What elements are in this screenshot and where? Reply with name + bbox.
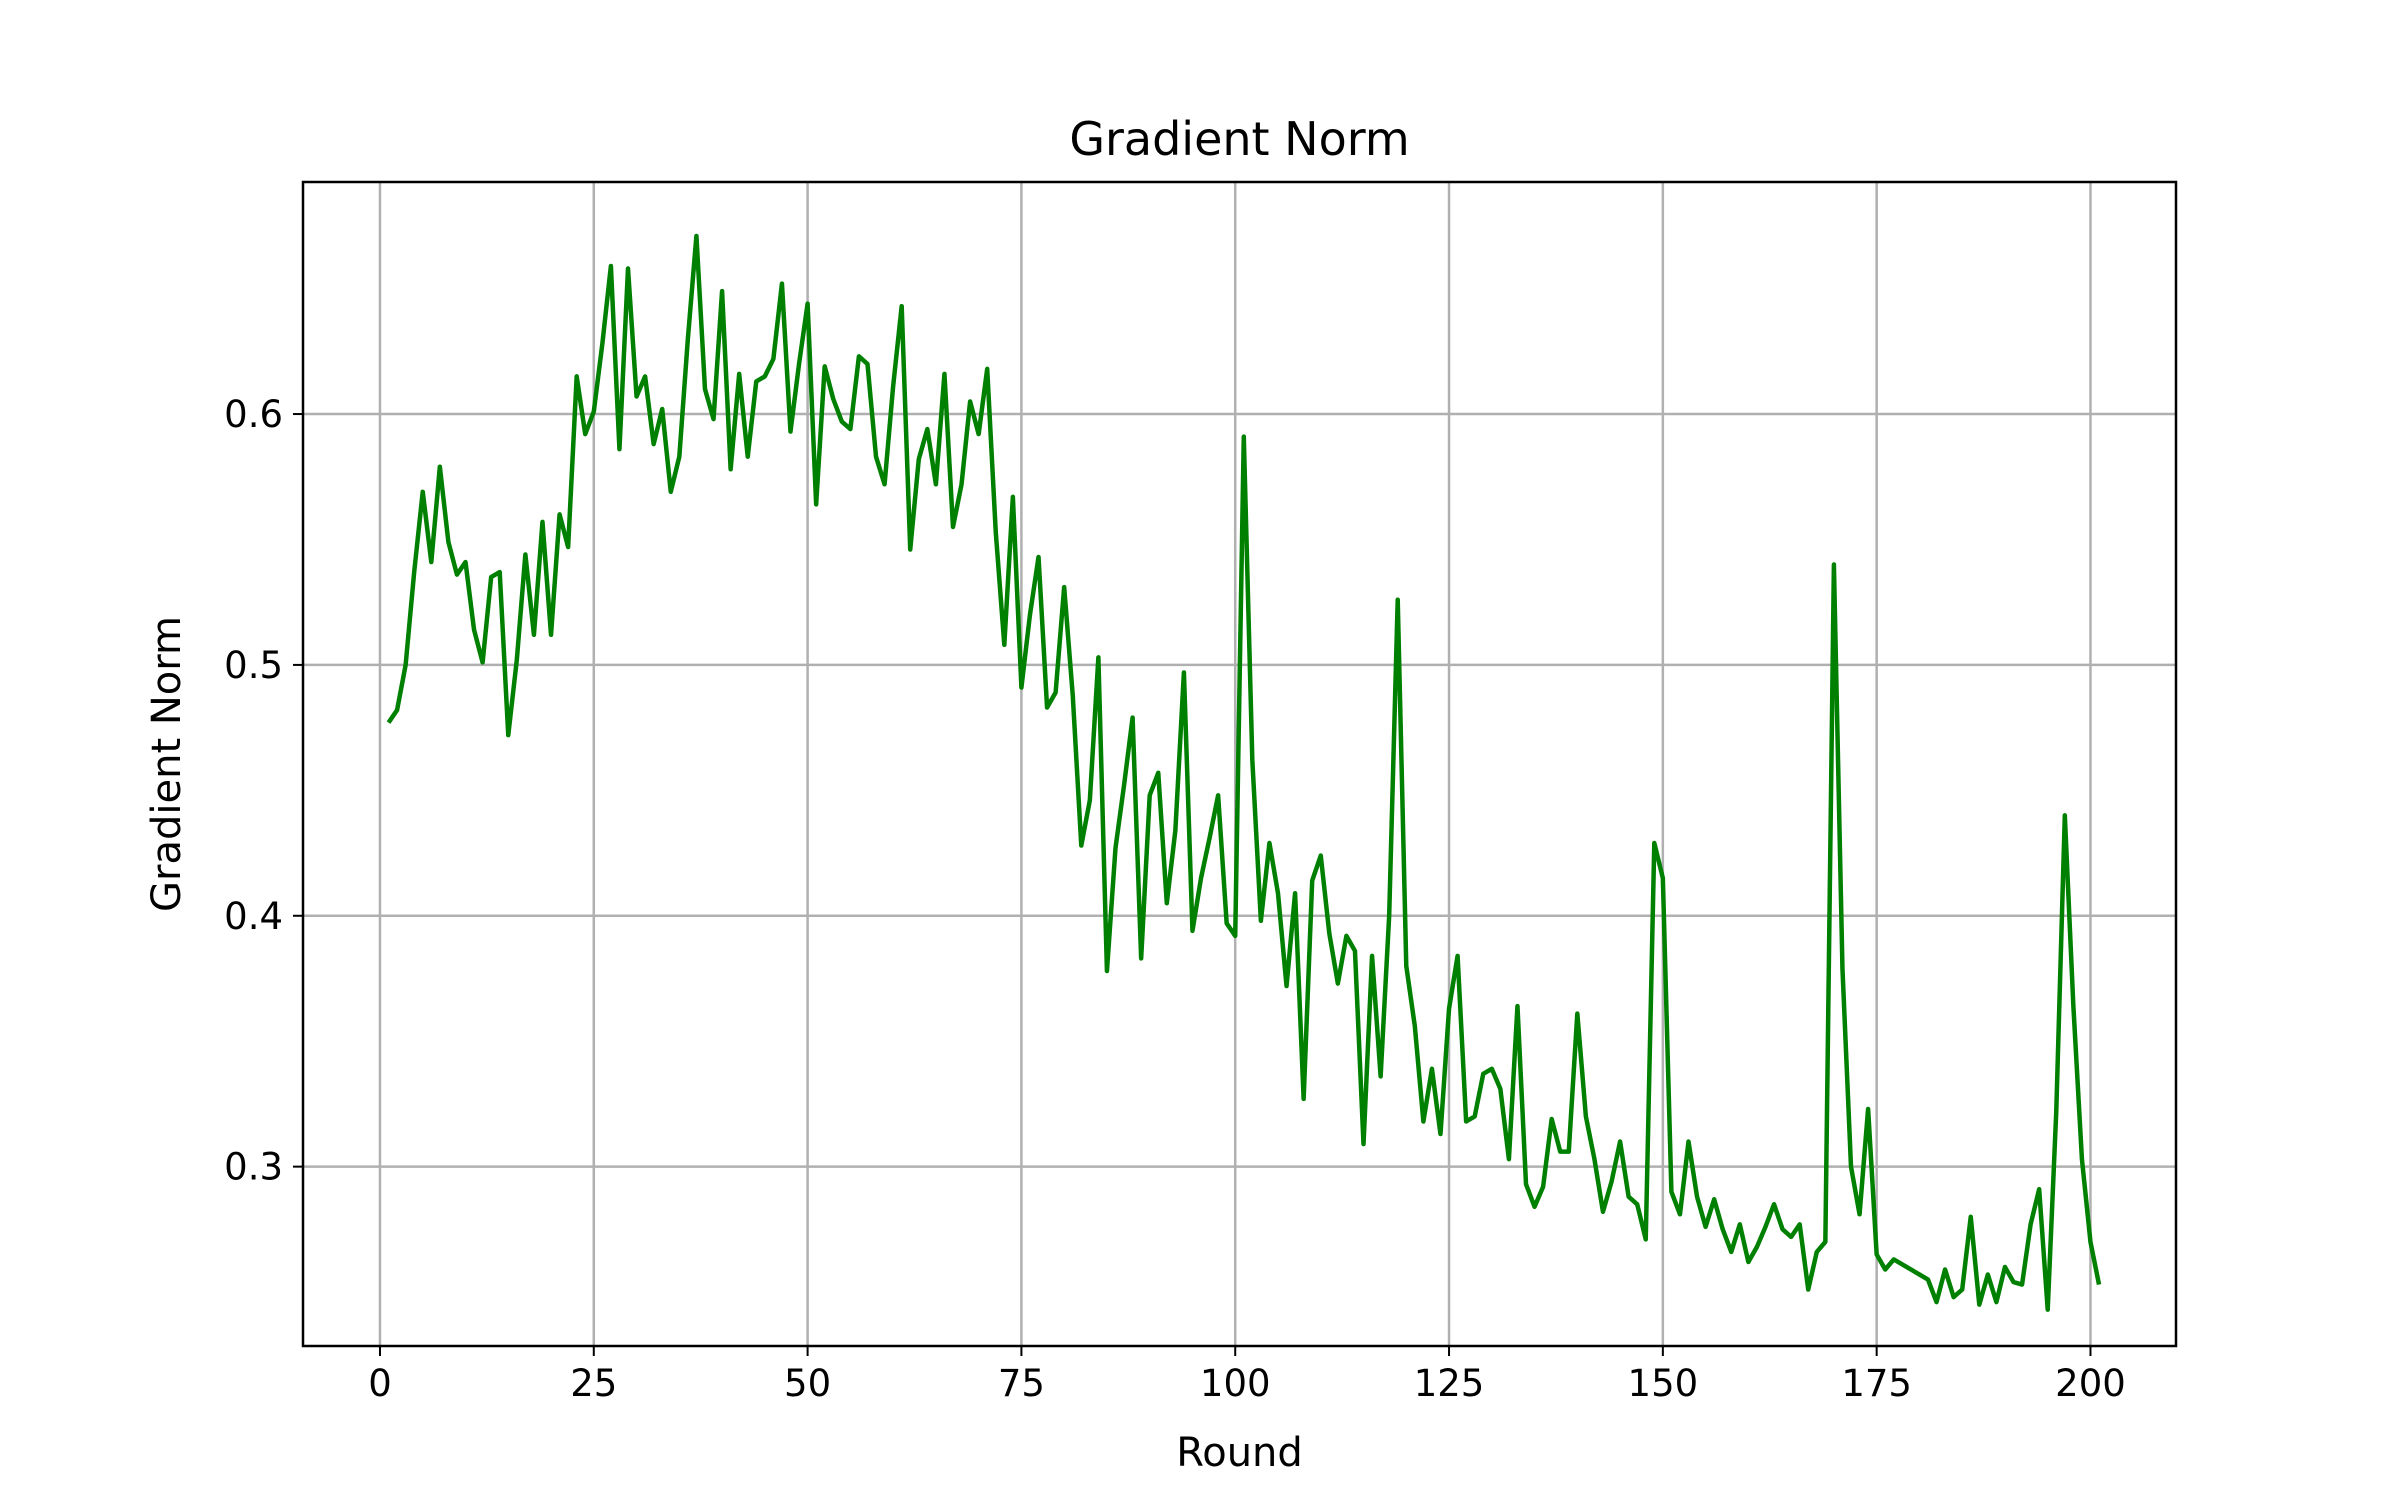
y-axis-label: Gradient Norm — [144, 616, 190, 912]
x-tick-label: 200 — [2055, 1362, 2126, 1405]
y-tick-label: 0.5 — [224, 644, 283, 687]
y-tick-label: 0.4 — [224, 895, 283, 938]
y-tick-label: 0.3 — [224, 1146, 283, 1189]
x-tick-label: 75 — [998, 1362, 1045, 1405]
plot-frame — [301, 180, 2178, 1348]
chart-title: Gradient Norm — [1069, 112, 1409, 166]
x-tick-label: 0 — [368, 1362, 392, 1405]
series-line — [386, 233, 2102, 1312]
x-tick-label: 50 — [784, 1362, 831, 1405]
y-tick-label: 0.6 — [224, 393, 283, 436]
x-axis-label: Round — [1176, 1430, 1303, 1476]
x-tick-label: 125 — [1414, 1362, 1485, 1405]
x-tick-label: 175 — [1841, 1362, 1912, 1405]
x-tick-label: 100 — [1200, 1362, 1271, 1405]
x-tick-label: 150 — [1628, 1362, 1699, 1405]
ticks: 0 25 50 75 100 125 150 175 200 0.3 0.4 0.5 0.6 — [224, 393, 2126, 1405]
x-tick-label: 25 — [570, 1362, 617, 1405]
series-layer — [386, 233, 2102, 1312]
